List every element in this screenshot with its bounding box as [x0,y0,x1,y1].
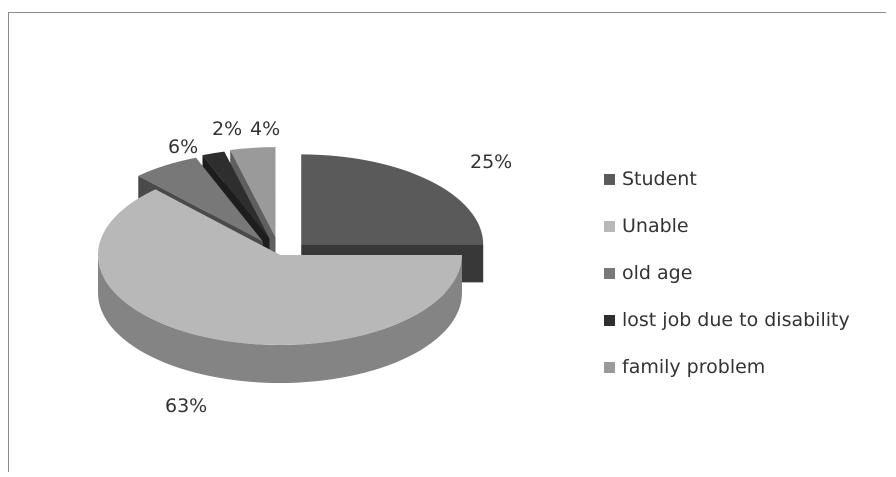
legend-label: family problem [622,356,765,378]
data-label-3: 2% [212,118,242,140]
pie-slices [98,147,484,383]
legend-swatch [604,268,615,279]
legend-swatch [604,315,615,326]
legend-swatch [604,174,615,185]
pie-slice-top [138,157,263,242]
data-label-2: 6% [168,136,198,158]
legend-label: Unable [622,215,689,237]
pie-slice-side [98,255,462,383]
legend-swatch [604,362,615,373]
pie-slice-top [202,151,270,239]
legend-label: lost job due to disability [622,309,850,331]
legend: Student Unable old age lost job due to disa… [604,168,850,378]
legend-swatch [604,221,615,232]
pie-slice-top [230,147,276,238]
data-label-1: 63% [165,395,207,417]
pie-slice-top [301,154,484,245]
data-label-4: 4% [250,118,280,140]
legend-label: Student [622,168,697,190]
pie-data-labels: 25% 63% 6% 2% 4% [165,118,512,417]
legend-label: old age [622,262,692,284]
pie-slice-top [98,189,463,345]
pie-slice-unable [98,189,463,383]
data-label-0: 25% [470,151,512,173]
